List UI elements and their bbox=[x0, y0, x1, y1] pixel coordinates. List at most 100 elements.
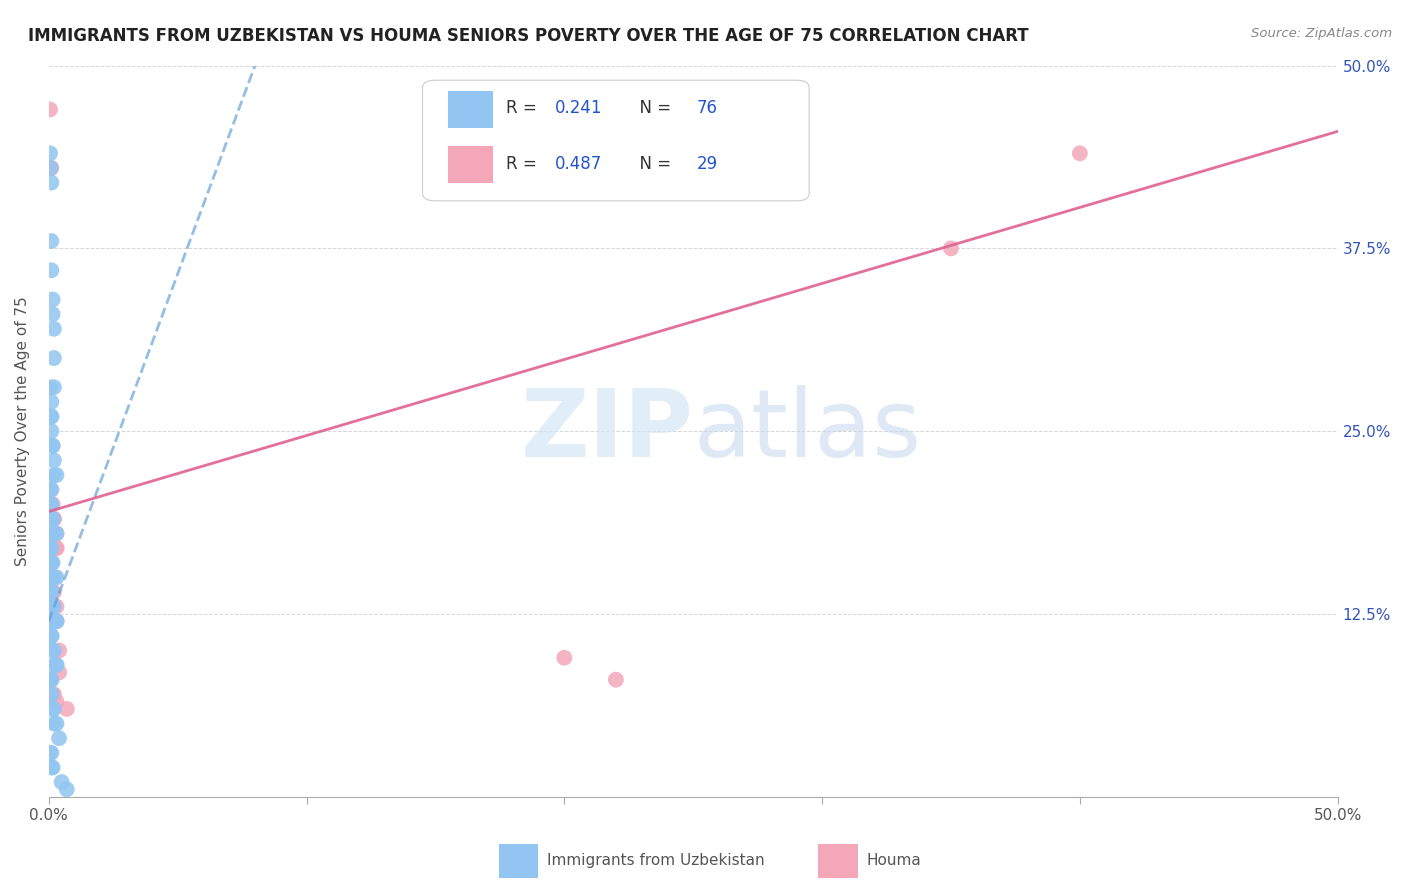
Text: atlas: atlas bbox=[693, 385, 921, 477]
Point bbox=[41, 673, 63, 687]
Point bbox=[39, 556, 62, 570]
Point bbox=[41, 424, 63, 438]
Text: 0.487: 0.487 bbox=[555, 155, 603, 173]
Point bbox=[41, 746, 63, 760]
Point bbox=[41, 643, 63, 657]
Point bbox=[45, 599, 67, 614]
Point bbox=[41, 599, 63, 614]
Point bbox=[41, 439, 63, 453]
Point bbox=[42, 322, 65, 336]
Text: 0.241: 0.241 bbox=[555, 99, 603, 117]
Point bbox=[42, 570, 65, 584]
Point bbox=[41, 293, 63, 307]
Point bbox=[41, 409, 63, 424]
Point bbox=[41, 585, 63, 599]
Point bbox=[38, 746, 60, 760]
Bar bbox=[449, 146, 494, 183]
Point bbox=[45, 468, 67, 483]
Point bbox=[41, 512, 63, 526]
Point bbox=[56, 702, 79, 716]
Point bbox=[45, 541, 67, 555]
Point bbox=[42, 468, 65, 483]
Point bbox=[48, 731, 70, 746]
Point bbox=[41, 585, 63, 599]
Point bbox=[48, 643, 70, 657]
Point bbox=[42, 599, 65, 614]
Point bbox=[605, 673, 627, 687]
Text: Houma: Houma bbox=[866, 854, 921, 868]
Text: 29: 29 bbox=[697, 155, 718, 173]
Point bbox=[45, 570, 67, 584]
Point bbox=[42, 643, 65, 657]
Point bbox=[39, 585, 62, 599]
Point bbox=[41, 307, 63, 321]
Text: IMMIGRANTS FROM UZBEKISTAN VS HOUMA SENIORS POVERTY OVER THE AGE OF 75 CORRELATI: IMMIGRANTS FROM UZBEKISTAN VS HOUMA SENI… bbox=[28, 27, 1029, 45]
Point bbox=[45, 658, 67, 673]
Point bbox=[41, 599, 63, 614]
Point bbox=[41, 409, 63, 424]
Point bbox=[1069, 146, 1091, 161]
Point bbox=[41, 176, 63, 190]
Point bbox=[939, 241, 962, 255]
Point bbox=[42, 512, 65, 526]
Point bbox=[41, 687, 63, 701]
Point bbox=[42, 526, 65, 541]
Point bbox=[48, 665, 70, 680]
Point bbox=[41, 234, 63, 248]
Point bbox=[41, 585, 63, 599]
Point bbox=[45, 716, 67, 731]
Point bbox=[42, 351, 65, 365]
Point bbox=[41, 629, 63, 643]
Point bbox=[41, 556, 63, 570]
Point bbox=[42, 716, 65, 731]
Bar bbox=[499, 844, 538, 878]
Y-axis label: Seniors Poverty Over the Age of 75: Seniors Poverty Over the Age of 75 bbox=[15, 296, 30, 566]
Point bbox=[41, 673, 63, 687]
Point bbox=[41, 512, 63, 526]
Point bbox=[42, 585, 65, 599]
Point bbox=[41, 263, 63, 277]
Point bbox=[41, 483, 63, 497]
Point bbox=[42, 702, 65, 716]
Point bbox=[42, 526, 65, 541]
Text: R =: R = bbox=[506, 155, 543, 173]
Text: Immigrants from Uzbekistan: Immigrants from Uzbekistan bbox=[547, 854, 765, 868]
Point bbox=[41, 439, 63, 453]
Point bbox=[41, 161, 63, 175]
Point bbox=[41, 629, 63, 643]
Point bbox=[39, 614, 62, 628]
Point bbox=[45, 614, 67, 628]
Text: Source: ZipAtlas.com: Source: ZipAtlas.com bbox=[1251, 27, 1392, 40]
Point bbox=[39, 483, 62, 497]
Point bbox=[45, 614, 67, 628]
Point bbox=[41, 497, 63, 511]
FancyBboxPatch shape bbox=[423, 80, 810, 201]
Point bbox=[41, 570, 63, 584]
Point bbox=[45, 695, 67, 709]
Point bbox=[41, 673, 63, 687]
Bar bbox=[449, 91, 494, 128]
Text: N =: N = bbox=[628, 99, 676, 117]
Point bbox=[41, 512, 63, 526]
Point bbox=[42, 512, 65, 526]
Point bbox=[42, 599, 65, 614]
Text: R =: R = bbox=[506, 99, 543, 117]
Text: N =: N = bbox=[628, 155, 676, 173]
Point bbox=[42, 526, 65, 541]
Point bbox=[41, 570, 63, 584]
Point bbox=[41, 395, 63, 409]
Point bbox=[45, 614, 67, 628]
Point bbox=[41, 687, 63, 701]
Point bbox=[41, 570, 63, 584]
Point bbox=[553, 650, 575, 665]
Point bbox=[41, 702, 63, 716]
Point bbox=[41, 483, 63, 497]
Point bbox=[42, 658, 65, 673]
Point bbox=[39, 146, 62, 161]
Text: 76: 76 bbox=[697, 99, 718, 117]
Point bbox=[41, 556, 63, 570]
Point bbox=[39, 541, 62, 555]
Point bbox=[51, 775, 73, 789]
Point bbox=[42, 570, 65, 584]
Point bbox=[42, 614, 65, 628]
